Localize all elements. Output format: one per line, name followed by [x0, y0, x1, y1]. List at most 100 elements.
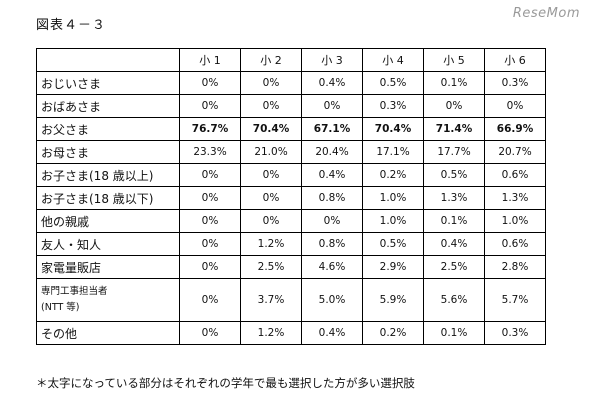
row-label: 家電量販店	[36, 255, 180, 279]
table-header-row: 小 1 小 2 小 3 小 4 小 5 小 6	[36, 48, 546, 72]
table-cell: 0%	[179, 255, 241, 279]
table-cell: 0%	[179, 186, 241, 210]
table-cell: 17.1%	[362, 140, 424, 164]
table-cell: 0.5%	[362, 232, 424, 256]
table-cell: 1.0%	[484, 209, 546, 233]
table-cell: 21.0%	[240, 140, 302, 164]
row-label: お子さま(18 歳以下)	[36, 186, 180, 210]
table-cell: 0%	[179, 209, 241, 233]
column-header: 小 6	[484, 48, 546, 72]
table-cell: 0.1%	[423, 321, 485, 345]
table-cell: 0.5%	[423, 163, 485, 187]
table-body: おじいさま 0% 0% 0.4% 0.5% 0.1% 0.3% おばあさま 0% 0% 0% 0.3%…	[36, 71, 546, 345]
table-cell: 66.9%	[484, 117, 546, 141]
table-cell: 0.4%	[301, 321, 363, 345]
table-cell: 0.3%	[484, 321, 546, 345]
table-cell: 0.6%	[484, 232, 546, 256]
table-cell: 23.3%	[179, 140, 241, 164]
column-header: 小 3	[301, 48, 363, 72]
table-cell: 71.4%	[423, 117, 485, 141]
row-label: その他	[36, 321, 180, 345]
table-row: お父さま 76.7% 70.4% 67.1% 70.4% 71.4% 66.9%	[36, 117, 546, 141]
table-cell: 20.7%	[484, 140, 546, 164]
table-cell: 5.9%	[362, 278, 424, 322]
table-cell: 0.1%	[423, 71, 485, 95]
column-header: 小 2	[240, 48, 302, 72]
row-label: お母さま	[36, 140, 180, 164]
table-row: 他の親戚 0% 0% 0% 1.0% 0.1% 1.0%	[36, 209, 546, 233]
row-label: おばあさま	[36, 94, 180, 118]
table-cell: 1.3%	[484, 186, 546, 210]
column-header: 小 5	[423, 48, 485, 72]
table-cell: 67.1%	[301, 117, 363, 141]
table-cell: 0.5%	[362, 71, 424, 95]
table-row: お子さま(18 歳以上) 0% 0% 0.4% 0.2% 0.5% 0.6%	[36, 163, 546, 187]
table-cell: 2.5%	[240, 255, 302, 279]
table-cell: 0.2%	[362, 163, 424, 187]
table-cell: 5.7%	[484, 278, 546, 322]
table-cell: 0.1%	[423, 209, 485, 233]
table-cell: 1.3%	[423, 186, 485, 210]
table-cell: 5.6%	[423, 278, 485, 322]
table-cell: 1.2%	[240, 321, 302, 345]
row-label: お子さま(18 歳以上)	[36, 163, 180, 187]
table-row: 家電量販店 0% 2.5% 4.6% 2.9% 2.5% 2.8%	[36, 255, 546, 279]
table-cell: 0%	[179, 163, 241, 187]
table-cell: 0.6%	[484, 163, 546, 187]
table-cell: 0%	[484, 94, 546, 118]
table-cell: 0%	[179, 321, 241, 345]
table-cell: 0%	[179, 278, 241, 322]
table-cell: 2.8%	[484, 255, 546, 279]
table-cell: 70.4%	[362, 117, 424, 141]
table-cell: 0%	[240, 71, 302, 95]
table-cell: 0%	[240, 186, 302, 210]
table-row: お母さま 23.3% 21.0% 20.4% 17.1% 17.7% 20.7%	[36, 140, 546, 164]
column-header: 小 1	[179, 48, 241, 72]
table-cell: 0%	[240, 163, 302, 187]
table-cell: 0%	[240, 209, 302, 233]
table-cell: 0%	[423, 94, 485, 118]
row-label: お父さま	[36, 117, 180, 141]
table-cell: 1.0%	[362, 209, 424, 233]
table-cell: 0%	[301, 209, 363, 233]
row-label-line: 専門工事担当者	[41, 286, 108, 297]
footnote: ＊太字になっている部分はそれぞれの学年で最も選択した方が多い選択肢	[36, 376, 415, 390]
table-row: おばあさま 0% 0% 0% 0.3% 0% 0%	[36, 94, 546, 118]
row-label: おじいさま	[36, 71, 180, 95]
table-cell: 0.2%	[362, 321, 424, 345]
table-cell: 2.9%	[362, 255, 424, 279]
table-cell: 0.3%	[362, 94, 424, 118]
table-cell: 0%	[240, 94, 302, 118]
table-cell: 0%	[179, 232, 241, 256]
table-cell: 0.8%	[301, 186, 363, 210]
table-cell: 1.0%	[362, 186, 424, 210]
table-cell: 4.6%	[301, 255, 363, 279]
table-cell: 76.7%	[179, 117, 241, 141]
table-cell: 0.4%	[423, 232, 485, 256]
table-cell: 0%	[301, 94, 363, 118]
table-row: その他 0% 1.2% 0.4% 0.2% 0.1% 0.3%	[36, 321, 546, 345]
figure-title: 図表４－３	[36, 18, 107, 33]
table-cell: 0.4%	[301, 163, 363, 187]
table-row: 専門工事担当者 (NTT 等) 0% 3.7% 5.0% 5.9% 5.6% 5.7%	[36, 278, 546, 322]
resemom-logo: ReseMom	[512, 6, 580, 21]
table-row: お子さま(18 歳以下) 0% 0% 0.8% 1.0% 1.3% 1.3%	[36, 186, 546, 210]
table-cell: 2.5%	[423, 255, 485, 279]
data-table: 小 1 小 2 小 3 小 4 小 5 小 6 おじいさま 0% 0% 0.4% 0.5…	[36, 48, 546, 345]
table-cell: 5.0%	[301, 278, 363, 322]
table-cell: 0.8%	[301, 232, 363, 256]
table-row: 友人・知人 0% 1.2% 0.8% 0.5% 0.4% 0.6%	[36, 232, 546, 256]
table-cell: 0%	[179, 71, 241, 95]
table-cell: 0.4%	[301, 71, 363, 95]
row-label: 他の親戚	[36, 209, 180, 233]
table-cell: 20.4%	[301, 140, 363, 164]
table-cell: 1.2%	[240, 232, 302, 256]
column-header: 小 4	[362, 48, 424, 72]
table-cell: 0%	[179, 94, 241, 118]
table-cell: 17.7%	[423, 140, 485, 164]
table-cell: 0.3%	[484, 71, 546, 95]
table-cell: 3.7%	[240, 278, 302, 322]
corner-cell	[36, 48, 180, 72]
row-label: 友人・知人	[36, 232, 180, 256]
row-label: 専門工事担当者 (NTT 等)	[36, 278, 180, 322]
